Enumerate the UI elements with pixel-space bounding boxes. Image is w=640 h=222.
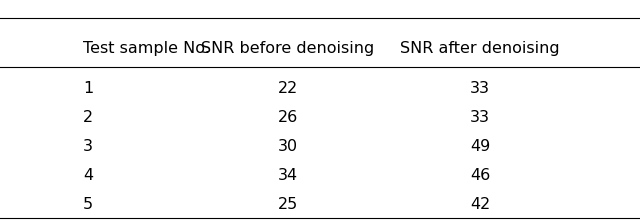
Text: 42: 42: [470, 197, 490, 212]
Text: 49: 49: [470, 139, 490, 154]
Text: 4: 4: [83, 168, 93, 183]
Text: 25: 25: [278, 197, 298, 212]
Text: 30: 30: [278, 139, 298, 154]
Text: 46: 46: [470, 168, 490, 183]
Text: 1: 1: [83, 81, 93, 96]
Text: 34: 34: [278, 168, 298, 183]
Text: 26: 26: [278, 110, 298, 125]
Text: SNR before denoising: SNR before denoising: [202, 41, 374, 56]
Text: 22: 22: [278, 81, 298, 96]
Text: 2: 2: [83, 110, 93, 125]
Text: 33: 33: [470, 81, 490, 96]
Text: Test sample No.: Test sample No.: [83, 41, 210, 56]
Text: 3: 3: [83, 139, 93, 154]
Text: 5: 5: [83, 197, 93, 212]
Text: 33: 33: [470, 110, 490, 125]
Text: SNR after denoising: SNR after denoising: [400, 41, 560, 56]
